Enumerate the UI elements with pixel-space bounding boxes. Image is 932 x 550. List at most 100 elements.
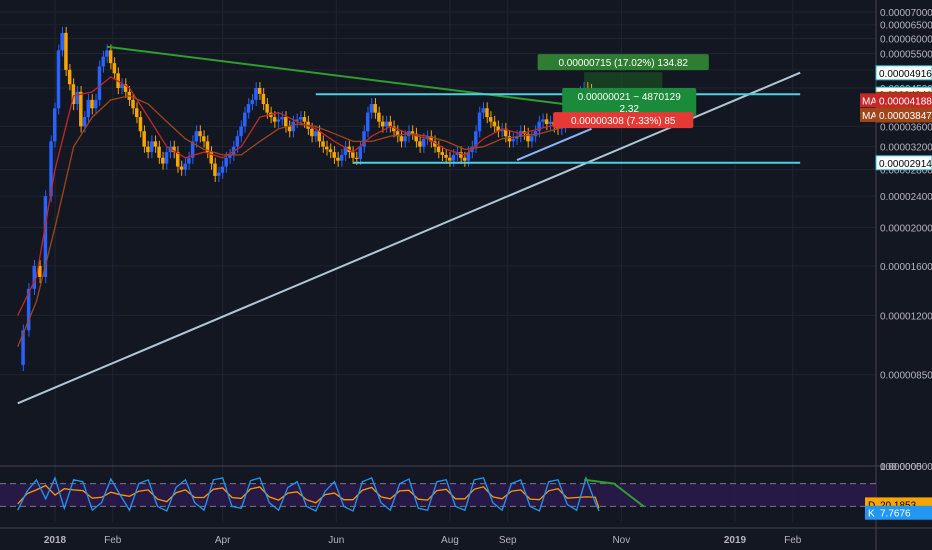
candle-body (280, 117, 284, 120)
candle-body (328, 149, 333, 153)
candle-body (272, 117, 277, 122)
candle-body (224, 157, 228, 167)
candle-body (358, 146, 363, 159)
time-tick-label: 2018 (44, 535, 67, 546)
price-tag-text: 0.00002914 (879, 159, 932, 170)
candle-body (485, 108, 489, 118)
k-prefix-box (865, 505, 876, 520)
candle-body (507, 136, 512, 142)
candle-body (257, 88, 262, 94)
candle-body (421, 138, 426, 147)
candle-body (503, 128, 508, 137)
candle-body (235, 136, 240, 147)
candle-body (500, 128, 504, 132)
center-label-box (562, 88, 697, 117)
candle-body (429, 136, 433, 142)
candle-body (60, 32, 64, 51)
candle-body (362, 131, 366, 147)
stop-label-box (553, 112, 694, 129)
candle-body (265, 104, 269, 113)
candle-body (287, 126, 292, 132)
price-axis[interactable]: 0.00007000 0.00006500 0.00006000 0.00005500… (860, 8, 932, 520)
candle-body (310, 128, 314, 137)
price-tag-box (875, 65, 932, 81)
candle-body (97, 66, 102, 100)
price-tag-text: 0.00004916 (879, 69, 932, 80)
price-tick-label: 0.00006500 (880, 21, 932, 32)
time-tick-label: Aug (441, 535, 459, 546)
trendline (107, 45, 581, 108)
candle-body (365, 112, 370, 132)
candle-body (414, 133, 418, 142)
candle-body (93, 99, 98, 109)
price-tag-box (875, 107, 932, 123)
candle-body (157, 146, 161, 158)
time-tick-label: Nov (612, 535, 630, 546)
candle-body (529, 136, 534, 142)
candle-body (75, 91, 79, 105)
candle-body (108, 50, 113, 64)
candle-body (384, 121, 389, 127)
ma-prefix-text: MA (862, 111, 877, 122)
candle-body (56, 50, 61, 109)
d-prefix-box (865, 497, 876, 512)
candle-body (32, 265, 37, 289)
candle-body (351, 152, 355, 158)
price-tick-label: 0.00005500 (880, 49, 932, 60)
time-tick-label: Sep (499, 535, 517, 546)
target-label-text: 0.00000715 (17.02%) 134.82 (558, 58, 688, 69)
candle-body (209, 152, 213, 164)
candle-body (105, 50, 109, 57)
candle-body (90, 99, 94, 109)
candle-body (492, 121, 497, 127)
k-value-text: 7.7676 (880, 509, 911, 520)
ma-prefix-text: MA (862, 96, 877, 107)
candle-body (101, 56, 105, 67)
candle-body (213, 163, 217, 176)
candle-body (325, 146, 329, 150)
candle-body (187, 157, 191, 164)
candle-body (202, 136, 206, 142)
candle-body (496, 126, 500, 132)
candle-body (343, 146, 348, 155)
trendline (516, 127, 592, 161)
indicator-pane (0, 475, 876, 512)
stoch-projection (583, 478, 645, 508)
candle-body (354, 157, 359, 159)
moving-averages (17, 76, 600, 348)
price-tick-label: 0.00002000 (880, 224, 932, 235)
candle-body (313, 131, 318, 137)
candle-body (71, 84, 76, 105)
candle-body (254, 88, 258, 100)
time-tick-label: Jun (328, 535, 344, 546)
candle-body (466, 152, 471, 161)
candle-body (544, 119, 549, 125)
candle-body (336, 157, 340, 161)
candle-body (339, 154, 344, 161)
time-tick-label: Apr (215, 535, 231, 546)
stop-label-text: 0.00000308 (7.33%) 85 (571, 116, 676, 127)
price-tag-text: 0.00004188 (879, 96, 932, 107)
price-tag-text: 0.00003847 (879, 111, 932, 122)
candle-body (395, 131, 400, 137)
k-value-box (876, 505, 932, 520)
candle-body (172, 146, 176, 153)
k-prefix-text: K (868, 509, 875, 520)
candle-body (123, 84, 128, 92)
candle-body (548, 121, 553, 125)
candle-body (462, 157, 467, 161)
candle-body (153, 141, 158, 147)
candle-body (64, 32, 68, 70)
time-axis[interactable]: 2018 Feb Apr Jun Aug Sep Nov 2019 Feb (44, 535, 802, 546)
candle-body (228, 154, 232, 158)
price-candles (21, 26, 601, 372)
candle-body (38, 265, 42, 278)
candle-body (142, 131, 146, 147)
price-tick-label: 0.00006000 (880, 35, 932, 46)
candle-body (447, 157, 452, 161)
target-label-box (537, 54, 709, 71)
indicator-band (0, 483, 876, 507)
candle-body (86, 99, 91, 118)
candle-body (380, 121, 385, 127)
